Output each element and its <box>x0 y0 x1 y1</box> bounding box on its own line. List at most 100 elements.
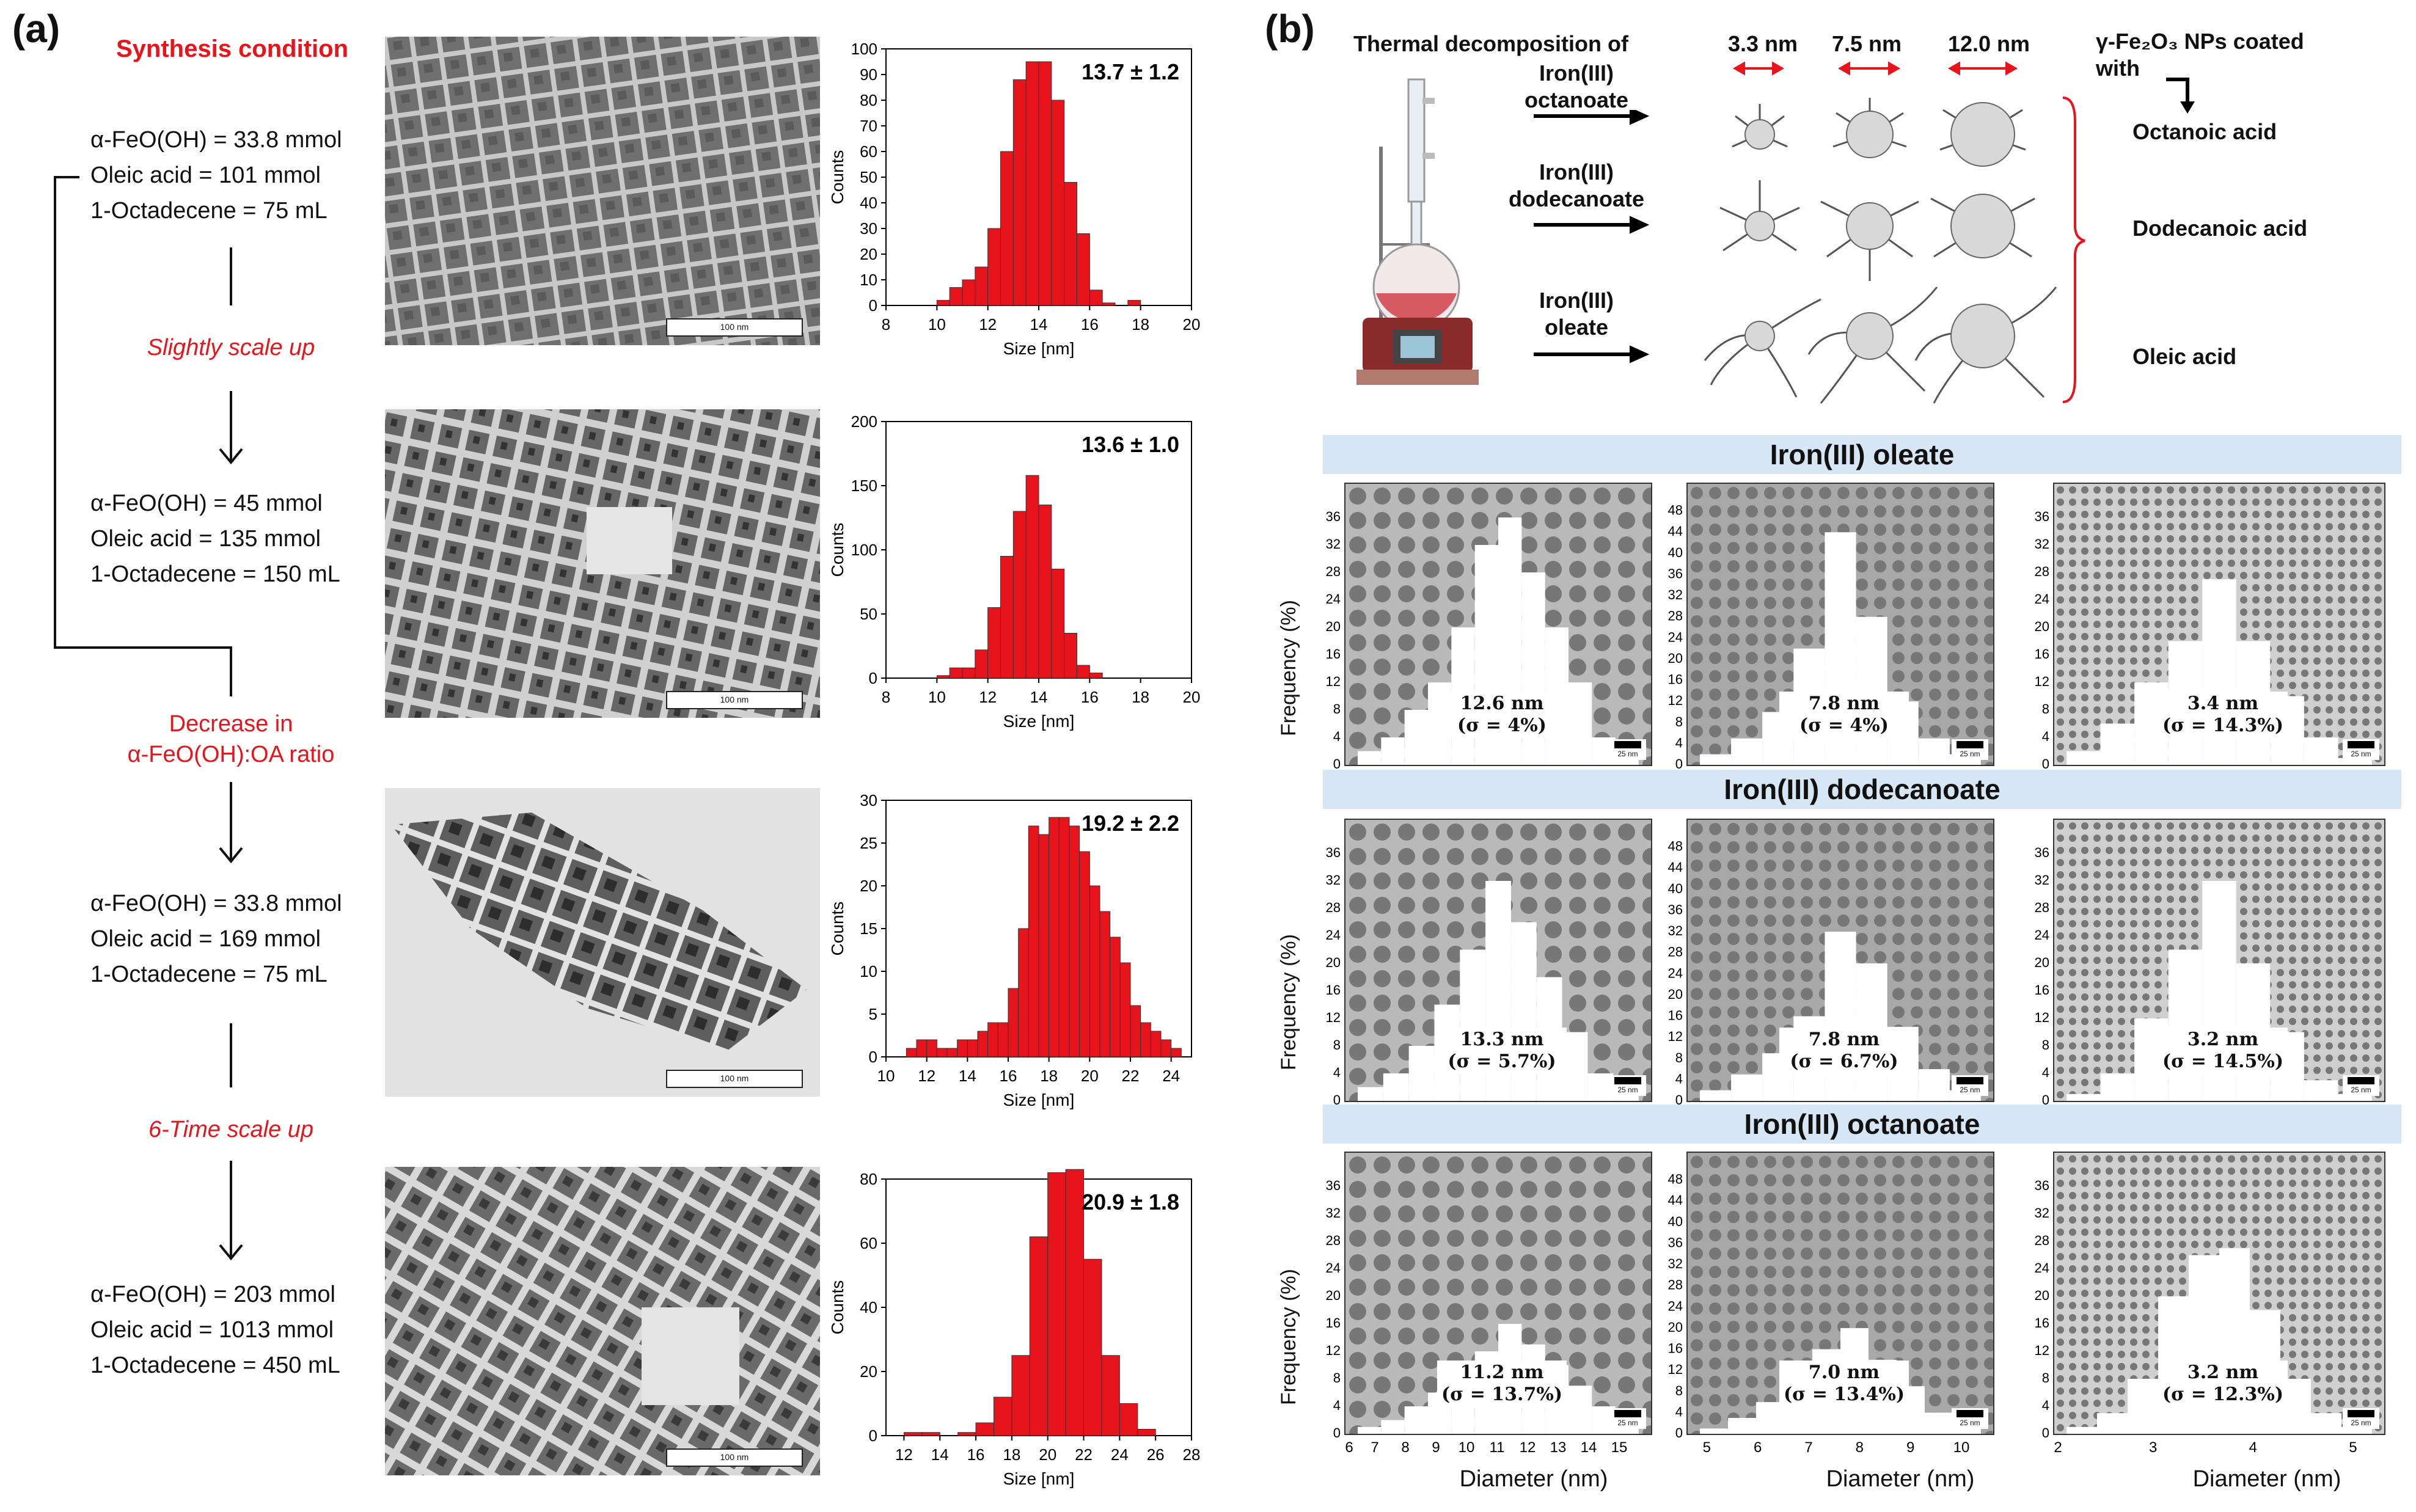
frequency-bar <box>2341 1426 2372 1434</box>
y-tick-label: 32 <box>1326 1205 1341 1221</box>
y-tick-label: 16 <box>1326 982 1341 998</box>
x-tick-label: 12 <box>979 315 997 334</box>
histogram-bar <box>1028 825 1039 1057</box>
frequency-bar <box>1856 616 1887 765</box>
panel-a-label: (a) <box>12 7 60 51</box>
sigma-value: (σ = 4%) <box>1457 715 1547 736</box>
histogram-bar <box>1102 302 1116 306</box>
x-tick-label: 7 <box>1371 1439 1378 1456</box>
y-tick-label: 36 <box>1326 845 1341 860</box>
scale-bar-25nm: 25 nm <box>1952 1408 1988 1429</box>
y-tick-label: 0 <box>869 669 877 687</box>
histogram-bar <box>1038 834 1050 1057</box>
x-tick-label: 16 <box>1081 315 1099 334</box>
x-tick-label: 8 <box>1401 1439 1409 1456</box>
y-tick-label: 20 <box>860 1362 877 1381</box>
condition-line: α-FeO(OH) = 33.8 mmol <box>90 127 342 153</box>
scale-bar: 100 nm <box>666 1070 803 1088</box>
x-tick-label: 20 <box>1081 1067 1099 1085</box>
x-tick-label: 16 <box>967 1445 985 1464</box>
y-tick-label: 20 <box>1668 987 1683 1002</box>
histogram-bar <box>1058 817 1070 1057</box>
histogram-a2: 8 10 12 14 16 18 20 0 50 100 150 200 Size [nm] Counts… <box>828 409 1222 754</box>
y-tick-label: 100 <box>851 40 877 58</box>
tem-image-a1: 100 nm <box>385 37 820 345</box>
y-tick-label: 32 <box>1326 536 1341 552</box>
mean-size: 3.2 nm <box>2187 1029 2259 1050</box>
histogram-bar <box>1089 673 1103 679</box>
tem-image-a2: 100 nm <box>385 409 820 718</box>
condition-line: 1-Octadecene = 450 mL <box>90 1353 340 1378</box>
scale-bar-line <box>1957 1410 1983 1417</box>
y-tick-label: 28 <box>1326 900 1341 915</box>
y-tick-label: 32 <box>1668 587 1683 602</box>
y-tick-label: 5 <box>869 1005 877 1023</box>
histogram-bar <box>1077 665 1090 679</box>
histogram-bar <box>916 1039 928 1057</box>
x-tick-label: 22 <box>1075 1445 1093 1464</box>
acid-dodecanoic: Dodecanoic acid <box>2132 216 2308 241</box>
y-tick-label: 8 <box>1333 1370 1341 1386</box>
y-tick-label: 12 <box>2035 1343 2049 1358</box>
x-tick-label: 5 <box>1703 1439 1711 1456</box>
y-tick-label: 8 <box>2042 1037 2049 1053</box>
tem-image-a3: 100 nm <box>385 788 820 1097</box>
y-tick-label: 0 <box>869 296 877 315</box>
histogram-bar <box>957 1432 976 1436</box>
y-tick-label: 8 <box>2042 1370 2049 1386</box>
y-tick-label: 60 <box>860 1234 877 1252</box>
x-axis-ticks: 5 6 7 8 9 10 <box>1703 1439 1970 1456</box>
x-tick-label: 9 <box>1432 1439 1440 1456</box>
y-tick-label: 4 <box>1675 735 1683 750</box>
scale-bar-text: 25 nm <box>1617 750 1638 758</box>
frequency-bar <box>1587 1073 1614 1101</box>
precursor-line: Iron(III) <box>1539 159 1614 184</box>
size-sigma-label: 11.2 nm (σ = 13.7%) <box>1437 1360 1567 1407</box>
histogram-bar <box>1089 885 1100 1057</box>
coated-heading-line-1: γ-Fe₂O₃ NPs coated <box>2096 29 2304 54</box>
scale-bar-text: 25 nm <box>2351 750 2371 758</box>
histogram-bar <box>1029 1236 1049 1436</box>
scale-bar-text: 25 nm <box>2351 1419 2371 1427</box>
histogram-bar <box>957 1039 968 1057</box>
y-tick-label: 16 <box>1326 1315 1341 1331</box>
y-tick-label: 0 <box>1675 1425 1683 1439</box>
mean-size: 7.0 nm <box>1808 1362 1880 1383</box>
y-tick-label: 44 <box>1668 524 1683 539</box>
x-axis-label: Size [nm] <box>1003 1469 1075 1488</box>
histogram-bar <box>1012 511 1027 679</box>
y-axis-ticks: 0 4 8 12 16 20 24 28 32 36 <box>1326 509 1341 770</box>
y-tick-label: 4 <box>1333 1398 1341 1413</box>
tem-histogram-cell: 12.6 nm (σ = 4%) 25 nm <box>1344 483 1652 766</box>
y-tick-label: 60 <box>860 142 877 161</box>
sigma-value: (σ = 5.7%) <box>1448 1051 1556 1072</box>
frequency-bar <box>1569 682 1592 765</box>
frequency-bar <box>1700 1090 1732 1101</box>
panel-b-label: (b) <box>1265 7 1315 51</box>
histogram-bar <box>1051 100 1065 306</box>
y-tick-label: 36 <box>1668 1235 1683 1250</box>
x-axis-label: Size [nm] <box>1003 339 1075 358</box>
sigma-value: (σ = 12.3%) <box>2162 1384 2284 1405</box>
histogram-bar <box>949 287 963 306</box>
histogram-bar <box>1038 61 1052 306</box>
histogram-bar <box>987 1022 998 1057</box>
histogram-bar <box>926 1039 937 1057</box>
histogram-bar <box>987 607 1001 679</box>
mean-size: 3.2 nm <box>2187 1362 2259 1383</box>
y-tick-label: 24 <box>2035 1260 2049 1276</box>
diameter-label: Diameter (nm) <box>1826 1466 1975 1492</box>
frequency-bar <box>1404 710 1428 765</box>
condition-line: Oleic acid = 169 mmol <box>90 926 321 952</box>
histogram-bar <box>1065 1169 1085 1436</box>
y-tick-label: 30 <box>860 219 877 238</box>
frequency-bar <box>1358 1426 1382 1434</box>
y-axis-ticks: 0 4 8 12 16 20 24 28 32 36 <box>1326 845 1341 1106</box>
x-tick-label: 16 <box>1081 688 1099 706</box>
y-tick-label: 40 <box>1668 545 1683 560</box>
scale-bar-line <box>1957 1077 1983 1084</box>
step-decrease-line-2: α-FeO(OH):OA ratio <box>127 742 335 767</box>
y-tick-label: 12 <box>1668 1029 1683 1044</box>
x-tick-label: 16 <box>1000 1067 1017 1085</box>
